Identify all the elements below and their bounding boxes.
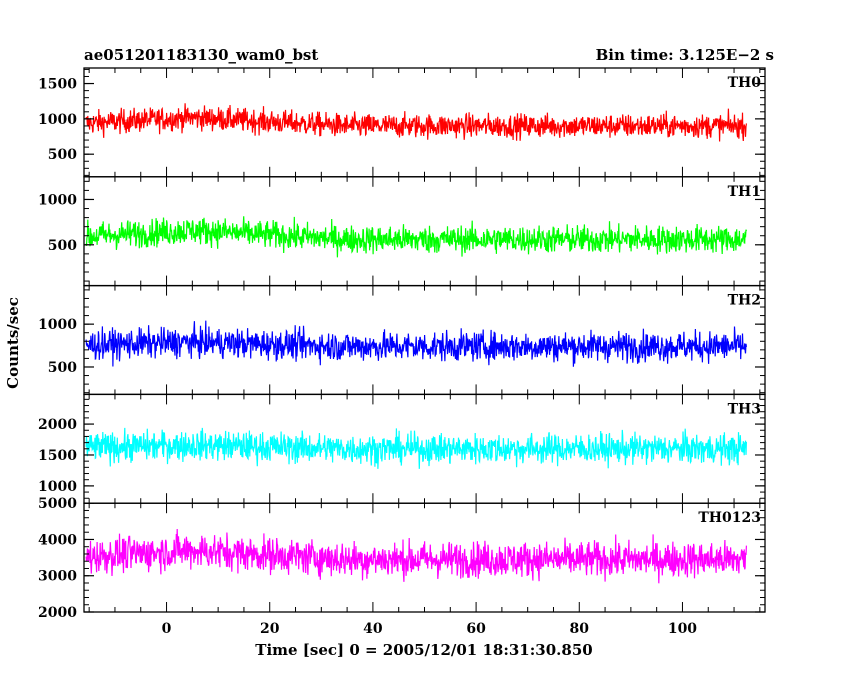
trace-th0 xyxy=(85,103,747,142)
x-tick-label: 40 xyxy=(363,621,383,637)
y-tick-label: 500 xyxy=(48,238,77,254)
trace-th0123 xyxy=(85,528,747,584)
y-tick-label: 3000 xyxy=(38,569,77,585)
y-tick-label: 2000 xyxy=(38,417,77,433)
trace-th3 xyxy=(85,427,747,469)
x-axis-label: Time [sec] 0 = 2005/12/01 18:31:30.850 xyxy=(255,641,592,659)
panel-th1: 500 1000 TH1 xyxy=(38,176,766,287)
y-tick-label: 500 xyxy=(48,147,77,163)
y-tick-label: 1000 xyxy=(38,479,77,495)
panel-label-th0: TH0 xyxy=(728,75,762,91)
x-tick-label: 80 xyxy=(570,621,590,637)
trace-th1 xyxy=(85,216,747,258)
x-tick-label: 60 xyxy=(466,621,486,637)
panel-label-th3: TH3 xyxy=(728,401,761,417)
panel-th0: 500 1000 1500 TH0 xyxy=(38,67,766,178)
y-tick-label: 1000 xyxy=(38,317,77,333)
x-tick-label: 0 xyxy=(162,621,172,637)
panel-th3: 1000 1500 2000 TH3 xyxy=(38,393,766,504)
bin-time-label: Bin time: 3.125E−2 s xyxy=(596,46,774,64)
panel-label-th0123: TH0123 xyxy=(698,510,761,526)
panel-th2: 500 1000 TH2 xyxy=(38,284,766,396)
y-axis-label: Counts/sec xyxy=(4,297,22,389)
y-tick-label: 1500 xyxy=(38,448,77,464)
y-tick-label: 4000 xyxy=(38,532,77,548)
x-tick-label: 100 xyxy=(668,621,697,637)
panel-label-th2: TH2 xyxy=(728,293,761,309)
panel-th0123: 2000 3000 4000 5000 TH0123 xyxy=(38,496,766,621)
panel-label-th1: TH1 xyxy=(728,184,761,200)
chart-title: ae051201183130_wam0_bst xyxy=(84,46,318,64)
trace-th2 xyxy=(85,320,747,367)
y-tick-label: 1000 xyxy=(38,112,77,128)
y-tick-label: 2000 xyxy=(38,605,77,621)
x-tick-label: 20 xyxy=(260,621,280,637)
y-tick-label: 500 xyxy=(48,360,77,376)
x-axis-ticks: 0 20 40 60 80 100 xyxy=(162,621,698,637)
y-tick-label: 1500 xyxy=(38,77,77,93)
y-tick-label: 5000 xyxy=(38,496,77,512)
panels: 500 1000 1500 TH0 500 1000 TH1 500 1000 TH2 1000 15… xyxy=(38,67,766,621)
y-tick-label: 1000 xyxy=(38,192,77,208)
